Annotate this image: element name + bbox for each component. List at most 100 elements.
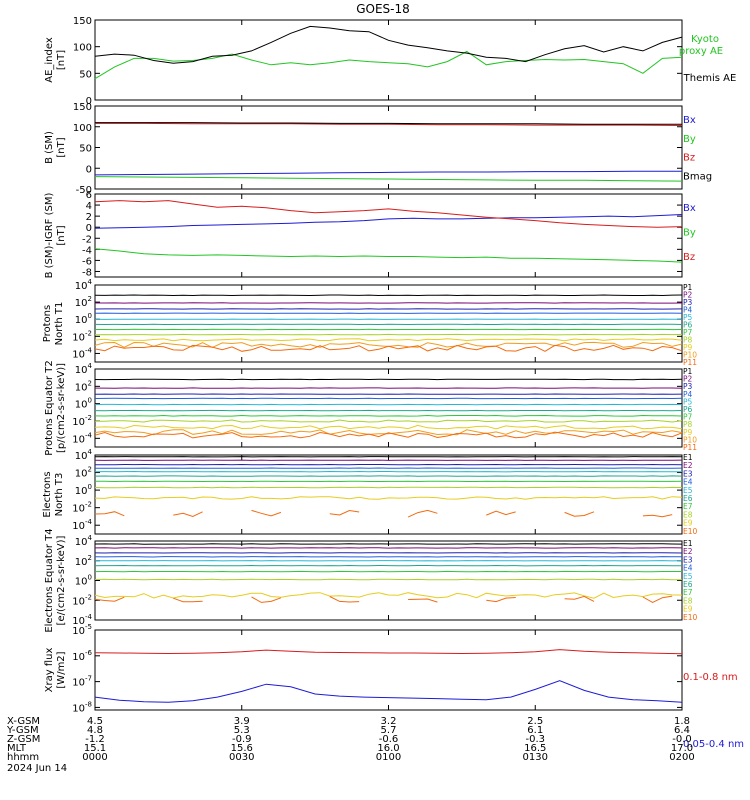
y-tick-label: 10-2	[72, 329, 92, 343]
y-axis-unit: [nT]	[56, 137, 67, 157]
channel-label-p7: P7	[683, 328, 693, 337]
y-tick-label: 102	[75, 466, 92, 480]
series-line	[94, 424, 683, 430]
series-line	[564, 595, 595, 602]
y-axis-label: B (SM)-IGRF (SM)	[44, 193, 55, 279]
series-line	[329, 509, 360, 516]
series-line	[94, 294, 683, 297]
ephemeris-value: 15.1	[84, 743, 106, 754]
ephemeris-value: 6.1	[527, 725, 543, 736]
series-line	[94, 511, 125, 517]
ephemeris-value: 0100	[376, 752, 401, 763]
series-line	[94, 596, 125, 602]
y-tick-label: 102	[75, 379, 92, 393]
series-line	[407, 509, 438, 518]
ephemeris-row-label: MLT	[7, 743, 27, 754]
panel-5: 10-4 10-2 100 102 104 Protons Equator T2 [p/(c…	[44, 360, 697, 456]
y-axis-unit: [nT]	[56, 225, 67, 245]
series-line	[642, 595, 673, 603]
channel-label-p8: P8	[683, 336, 693, 345]
series-line	[564, 511, 595, 517]
y-tick-label: 0	[86, 96, 92, 107]
axes-frame	[94, 368, 683, 448]
y-axis-label: Protons	[42, 305, 53, 342]
ephemeris-value: 1.8	[674, 716, 690, 727]
y-tick-label: 104	[75, 362, 93, 376]
channel-label-e3: E3	[683, 469, 693, 478]
y-tick-label: 102	[75, 554, 92, 568]
y-axis-unit: [W/m2]	[56, 651, 67, 688]
y-tick-label: 150	[73, 16, 92, 27]
series-line	[173, 511, 203, 518]
channel-label-e9: E9	[683, 605, 693, 614]
series-line	[94, 333, 683, 336]
ephemeris-value: -1.2	[85, 734, 105, 745]
series-line	[94, 214, 683, 229]
legend-bz: Bz	[683, 252, 695, 263]
series-line	[94, 578, 682, 581]
series-line	[95, 122, 682, 125]
ephemeris-value: 4.5	[87, 716, 103, 727]
series-line	[94, 419, 683, 423]
series-line	[486, 510, 516, 516]
ephemeris-value: 5.3	[234, 725, 250, 736]
y-tick-label: 10-4	[72, 431, 92, 445]
ephemeris-row-label: 2024 Jun 14	[7, 763, 67, 774]
channel-label-p11: P11	[683, 358, 697, 367]
ephemeris-value: 2.5	[527, 716, 543, 727]
ephemeris-value: 0000	[82, 752, 107, 763]
channel-label-p10: P10	[683, 351, 697, 360]
channel-label-p4: P4	[683, 306, 693, 315]
y-tick-label: 10-5	[72, 623, 92, 637]
y-tick-label: 102	[75, 295, 92, 309]
axes-frame	[94, 193, 683, 278]
series-line	[94, 680, 683, 703]
ephemeris-value: 5.7	[381, 725, 397, 736]
y-tick-label: 4	[86, 201, 92, 212]
ephemeris-value: 0130	[523, 752, 548, 763]
channel-label-p9: P9	[683, 428, 693, 437]
series-line	[94, 429, 683, 436]
panel-2: -50 0 50 100 150 B (SM) [nT] Bx By Bz Bmag	[44, 102, 712, 196]
channel-label-e8: E8	[683, 510, 693, 519]
channel-label-e2: E2	[683, 547, 693, 556]
panel-4: 10-4 10-2 100 102 104 Protons North T1 P1P2P3P4…	[42, 278, 697, 367]
series-line	[251, 596, 282, 603]
series-line	[408, 598, 438, 603]
channel-label-e6: E6	[683, 494, 693, 503]
channel-label-e9: E9	[683, 519, 693, 528]
y-tick-label: 10-8	[72, 700, 92, 714]
y-tick-label: 10-2	[72, 501, 92, 515]
y-axis-label: Electrons	[42, 471, 53, 517]
y-axis-unit: [e/(cm2-s-sr-keV)]	[56, 535, 67, 625]
channel-label-p6: P6	[683, 405, 693, 414]
y-tick-label: 0	[86, 164, 92, 175]
y-axis-unit: [p/(cm2-s-sr-keV)]	[56, 363, 67, 453]
ephemeris-value: 15.6	[231, 743, 253, 754]
y-tick-label: 10-4	[72, 346, 92, 360]
channel-label-p6: P6	[683, 321, 693, 330]
y-tick-label: 50	[79, 69, 92, 80]
y-tick-label: 150	[73, 102, 92, 113]
channel-label-e8: E8	[683, 596, 693, 605]
y-tick-label: 10-7	[72, 675, 92, 689]
y-tick-label: 2	[86, 212, 92, 223]
channel-label-e7: E7	[683, 588, 693, 597]
channel-label-e10: E10	[683, 613, 698, 622]
channel-label-e1: E1	[683, 453, 693, 462]
channel-label-p3: P3	[683, 382, 693, 391]
series-line	[94, 378, 683, 381]
channel-label-p4: P4	[683, 390, 693, 399]
channel-label-p5: P5	[683, 397, 693, 406]
series-line	[329, 596, 360, 603]
ephemeris-row-label: Z-GSM	[7, 734, 40, 745]
series-line	[251, 509, 282, 517]
y-axis-label: Electrons Equator T4	[44, 528, 55, 632]
legend-xray-short: 0.05-0.4 nm	[683, 739, 744, 750]
ephemeris-value: 3.9	[234, 716, 250, 727]
y-tick-label: 6	[86, 190, 92, 201]
